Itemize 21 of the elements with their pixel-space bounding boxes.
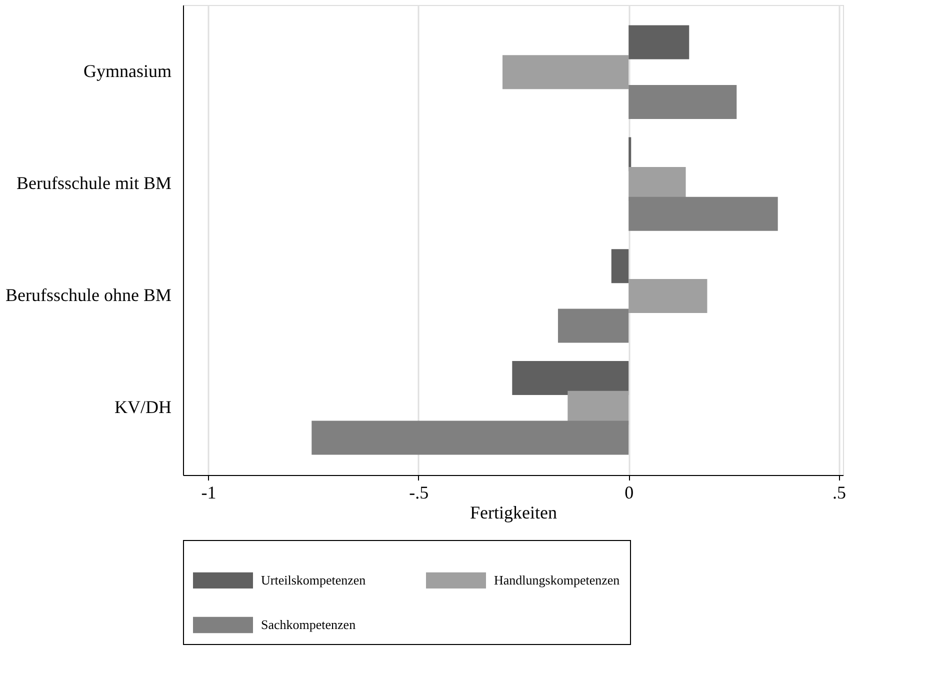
bar xyxy=(558,308,629,343)
bar xyxy=(628,278,708,313)
x-axis-title: Fertigkeiten xyxy=(470,502,557,522)
x-tick-label: -.5 xyxy=(409,482,429,502)
legend-label: Sachkompetenzen xyxy=(261,617,356,632)
bar xyxy=(628,196,778,231)
bar xyxy=(628,25,690,60)
y-tick-label: Berufsschule mit BM xyxy=(16,173,172,194)
y-tick-label: Gymnasium xyxy=(84,61,172,82)
legend-label: Urteilskompetenzen xyxy=(261,572,366,588)
legend-label: Handlungskompetenzen xyxy=(494,572,620,588)
x-tick-label: -1 xyxy=(201,482,216,502)
bar xyxy=(628,84,737,119)
x-tick-label: 0 xyxy=(624,482,634,502)
x-tick-label: .5 xyxy=(832,482,846,502)
y-tick-label: KV/DH xyxy=(114,396,172,417)
bar xyxy=(611,249,629,284)
bar xyxy=(512,361,629,396)
y-tick-label: Berufsschule ohne BM xyxy=(6,284,172,305)
bar xyxy=(312,420,629,455)
bar xyxy=(502,55,629,90)
